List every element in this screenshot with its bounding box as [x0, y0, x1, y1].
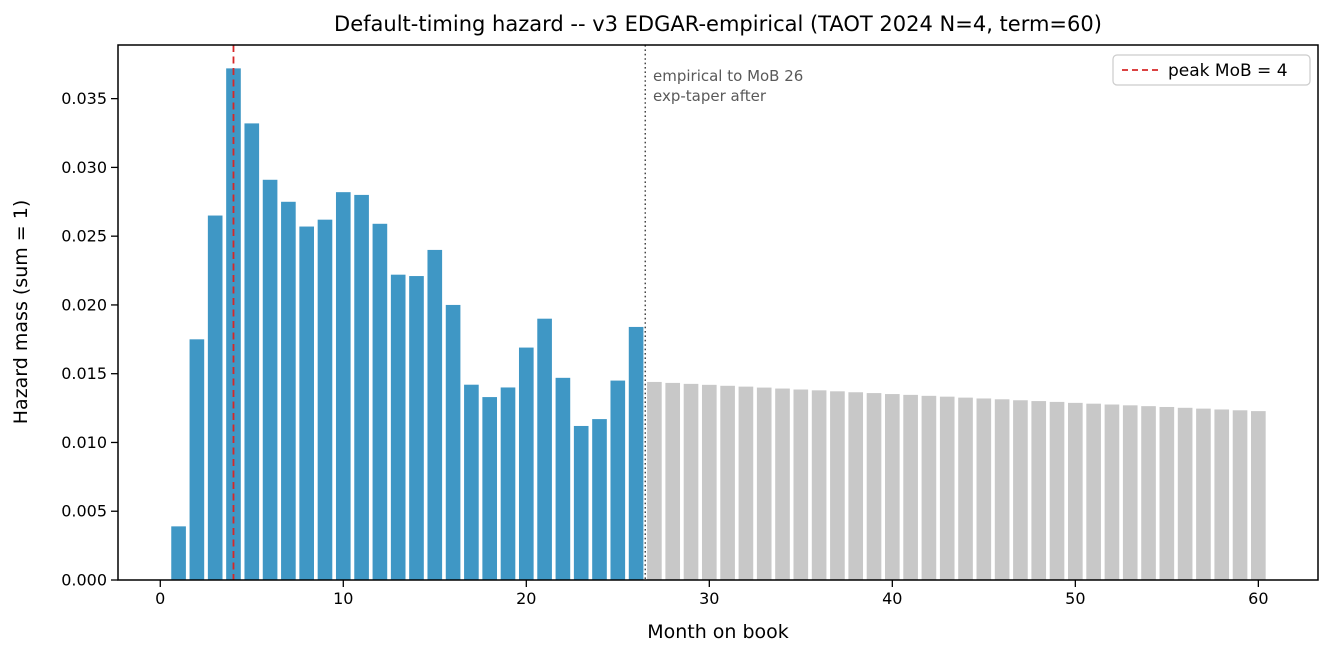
bar-mob-53	[1122, 405, 1138, 580]
bar-mob-59	[1232, 410, 1248, 580]
bar-mob-29	[683, 383, 699, 580]
bar-mob-12	[372, 223, 388, 581]
y-tick-label: 0.005	[61, 502, 107, 521]
reference-lines-group	[232, 45, 646, 580]
y-tick-label: 0.035	[61, 89, 107, 108]
annotation-line-2: exp-taper after	[653, 87, 767, 105]
y-axis-label: Hazard mass (sum = 1)	[10, 200, 32, 424]
legend: peak MoB = 4	[1112, 54, 1311, 86]
bar-mob-27	[647, 381, 662, 580]
boundary-annotation: empirical to MoB 26 exp-taper after	[653, 67, 803, 105]
bar-mob-23	[573, 425, 589, 580]
bar-mob-2	[189, 339, 205, 580]
bar-mob-43	[939, 396, 955, 580]
bar-mob-37	[830, 391, 845, 580]
bar-mob-60	[1251, 411, 1266, 580]
bar-mob-9	[317, 219, 333, 581]
x-tick-label: 0	[155, 589, 165, 608]
bar-mob-57	[1196, 408, 1211, 580]
bar-mob-10	[335, 192, 351, 580]
bar-mob-30	[701, 384, 717, 580]
bar-mob-33	[756, 387, 772, 580]
y-tick-label: 0.015	[61, 364, 107, 383]
bar-mob-41	[903, 394, 918, 580]
x-tick-label: 10	[333, 589, 353, 608]
bar-mob-50	[1068, 402, 1083, 580]
bar-mob-11	[354, 194, 369, 580]
bar-mob-5	[244, 123, 260, 580]
bar-mob-35	[793, 389, 809, 580]
bar-mob-58	[1214, 409, 1230, 580]
bar-mob-8	[299, 226, 314, 581]
bar-mob-13	[390, 274, 406, 580]
bar-mob-6	[262, 179, 278, 580]
bar-mob-19	[500, 387, 516, 580]
bar-mob-55	[1159, 406, 1175, 580]
bar-mob-51	[1086, 403, 1101, 580]
bar-mob-3	[207, 215, 223, 581]
axes-group: 0 10 20 30 40 50 60 0.000 0.005 0.010 0.015 0.020 0.…	[61, 44, 1319, 608]
bar-mob-42	[921, 395, 937, 580]
x-tick-label: 50	[1065, 589, 1085, 608]
y-tick-label: 0.025	[61, 227, 107, 246]
empirical-bars-group	[171, 68, 644, 581]
bar-mob-52	[1104, 404, 1120, 580]
chart-title: Default-timing hazard -- v3 EDGAR-empiri…	[334, 12, 1102, 36]
bar-mob-45	[976, 398, 992, 580]
bar-mob-16	[445, 304, 461, 580]
bar-mob-36	[811, 390, 827, 580]
bar-mob-47	[1013, 400, 1028, 580]
y-tick-label: 0.030	[61, 158, 107, 177]
x-tick-label: 20	[516, 589, 536, 608]
bar-mob-40	[885, 394, 900, 580]
bar-mob-46	[994, 399, 1010, 580]
bar-mob-38	[848, 392, 864, 580]
bar-mob-48	[1031, 401, 1047, 580]
x-axis-label: Month on book	[647, 621, 789, 643]
y-tick-label: 0.000	[61, 571, 107, 590]
legend-box	[1112, 54, 1311, 86]
bar-mob-49	[1049, 401, 1065, 580]
bar-mob-24	[592, 419, 607, 580]
bar-mob-39	[866, 393, 882, 580]
bar-mob-56	[1177, 407, 1193, 580]
bar-mob-20	[518, 347, 534, 580]
bar-mob-22	[555, 377, 571, 580]
x-tick-label: 60	[1248, 589, 1268, 608]
bar-mob-34	[775, 388, 790, 580]
annotation-line-1: empirical to MoB 26	[653, 67, 803, 85]
bar-mob-44	[958, 397, 973, 580]
bar-mob-14	[409, 276, 424, 580]
x-tick-label: 30	[699, 589, 719, 608]
bar-mob-31	[720, 385, 735, 580]
bar-mob-17	[464, 384, 479, 580]
bar-mob-25	[610, 380, 626, 580]
legend-label: peak MoB = 4	[1168, 61, 1288, 81]
bar-mob-32	[738, 386, 754, 580]
bar-mob-15	[427, 249, 443, 581]
taper-bars-group	[647, 381, 1266, 580]
x-tick-label: 40	[882, 589, 902, 608]
bar-mob-21	[537, 318, 552, 580]
bar-mob-1	[171, 526, 186, 580]
bar-mob-28	[665, 382, 681, 580]
plot-border	[117, 44, 1319, 581]
y-tick-label: 0.020	[61, 295, 107, 314]
bar-mob-18	[482, 397, 498, 580]
y-tick-label: 0.010	[61, 433, 107, 452]
bar-mob-54	[1141, 406, 1156, 580]
bar-mob-26	[628, 326, 644, 580]
bar-mob-7	[281, 201, 296, 581]
